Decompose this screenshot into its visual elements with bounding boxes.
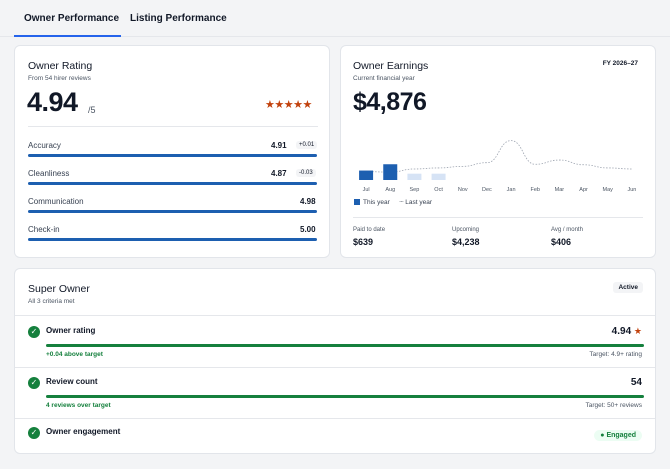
paid-value: $639 bbox=[353, 237, 374, 247]
active-tab-indicator bbox=[14, 35, 121, 37]
bar-oct bbox=[431, 173, 446, 180]
legend-this-year: This year bbox=[363, 199, 390, 206]
x-tick-sep: Sep bbox=[410, 187, 420, 193]
metric-bar-cleanliness bbox=[28, 182, 317, 185]
fiscal-year-label: FY 2026–27 bbox=[602, 60, 638, 67]
metric-value-accuracy: 4.91 bbox=[271, 141, 287, 150]
row-divider bbox=[15, 418, 655, 419]
x-tick-feb: Feb bbox=[531, 187, 540, 193]
rating-subtitle: From 54 hirer reviews bbox=[28, 75, 91, 82]
criterion-review-count-target: Target: 50+ reviews bbox=[585, 402, 642, 409]
bar-aug bbox=[383, 164, 398, 180]
x-tick-mar: Mar bbox=[555, 187, 565, 193]
avg-month-value: $406 bbox=[551, 237, 572, 247]
legend-this-year-swatch bbox=[354, 199, 360, 205]
engaged-badge: ● Engaged bbox=[594, 430, 642, 441]
bar-jul bbox=[359, 170, 374, 180]
paid-label: Paid to date bbox=[353, 227, 386, 233]
metric-value-communication: 4.98 bbox=[300, 197, 316, 206]
check-icon: ✓ bbox=[28, 377, 40, 389]
x-tick-nov: Nov bbox=[458, 187, 468, 193]
x-tick-jun: Jun bbox=[627, 187, 636, 193]
rating-value: 4.94 bbox=[27, 87, 78, 117]
bar-sep bbox=[407, 173, 422, 180]
check-icon: ✓ bbox=[28, 427, 40, 439]
owner-rating-card: Owner Rating From 54 hirer reviews 4.94 … bbox=[14, 45, 330, 258]
metric-delta-cleanliness: -0.03 bbox=[296, 169, 316, 177]
tab-listing-performance[interactable]: Listing Performance bbox=[130, 13, 227, 24]
criterion-review-count-note: 4 reviews over target bbox=[46, 402, 111, 409]
metric-delta-accuracy: +0.01 bbox=[296, 141, 318, 149]
metric-label-check-in: Check-in bbox=[28, 225, 60, 234]
x-tick-jan: Jan bbox=[507, 187, 516, 193]
criterion-review-count-label: Review count bbox=[46, 377, 98, 386]
tab-owner-performance[interactable]: Owner Performance bbox=[24, 13, 120, 24]
x-tick-oct: Oct bbox=[434, 187, 443, 193]
criterion-owner-rating-number: 4.94 bbox=[611, 326, 632, 337]
avg-month-label: Avg / month bbox=[551, 227, 583, 233]
super-owner-title: Super Owner bbox=[28, 283, 90, 295]
status-badge: Active bbox=[613, 282, 643, 293]
x-tick-jul: Jul bbox=[363, 187, 370, 193]
metric-bar-communication bbox=[28, 210, 317, 213]
last-year-line bbox=[366, 140, 632, 173]
check-icon: ✓ bbox=[28, 326, 40, 338]
tab-bar: Owner Performance Listing Performance bbox=[0, 0, 670, 37]
chart-legend: This year ┄ Last year bbox=[354, 198, 432, 206]
x-tick-apr: Apr bbox=[579, 187, 588, 193]
x-tick-may: May bbox=[603, 187, 614, 193]
legend-last-year-swatch: ┄ bbox=[399, 199, 406, 206]
divider bbox=[353, 217, 643, 218]
earnings-title: Owner Earnings bbox=[353, 60, 429, 72]
criterion-owner-rating-target: Target: 4.9+ rating bbox=[589, 351, 642, 358]
super-owner-subtitle: All 3 criteria met bbox=[28, 298, 75, 305]
earnings-chart: Jul Aug Sep Oct Nov Dec Jan Feb Mar Apr May Jun bbox=[359, 140, 636, 193]
rating-title: Owner Rating bbox=[28, 60, 93, 72]
metric-bar-check-in bbox=[28, 238, 317, 241]
rating-out-of: /5 bbox=[88, 105, 96, 115]
star-icon: ★ bbox=[633, 326, 642, 336]
criterion-review-count-bar bbox=[46, 395, 644, 398]
metric-bar-accuracy bbox=[28, 154, 317, 157]
upcoming-label: Upcoming bbox=[452, 227, 480, 233]
criterion-review-count-value: 54 bbox=[630, 377, 642, 388]
criterion-owner-rating-value: 4.94 ★ bbox=[612, 326, 642, 337]
criterion-owner-rating-note: +0.04 above target bbox=[46, 351, 103, 358]
criterion-engagement-label: Owner engagement bbox=[46, 427, 121, 436]
criterion-owner-rating-bar bbox=[46, 344, 644, 347]
owner-earnings-card: Owner Earnings Current financial year FY… bbox=[340, 45, 656, 258]
metric-label-accuracy: Accuracy bbox=[28, 141, 61, 150]
row-divider bbox=[15, 367, 655, 368]
metric-value-cleanliness: 4.87 bbox=[271, 169, 287, 178]
metric-label-cleanliness: Cleanliness bbox=[28, 169, 70, 178]
rating-stars: ★★★★★ bbox=[265, 99, 312, 111]
legend-last-year: Last year bbox=[405, 199, 433, 206]
super-owner-card: Super Owner All 3 criteria met Active ✓ … bbox=[14, 268, 656, 454]
metric-value-check-in: 5.00 bbox=[300, 225, 316, 234]
divider bbox=[28, 126, 318, 127]
earnings-subtitle: Current financial year bbox=[353, 75, 415, 82]
x-tick-aug: Aug bbox=[385, 187, 395, 193]
metric-label-communication: Communication bbox=[28, 197, 84, 206]
criterion-owner-rating-label: Owner rating bbox=[46, 326, 96, 335]
x-tick-dec: Dec bbox=[482, 187, 492, 193]
row-divider bbox=[15, 315, 655, 316]
upcoming-value: $4,238 bbox=[452, 237, 480, 247]
earnings-amount: $4,876 bbox=[353, 88, 427, 116]
